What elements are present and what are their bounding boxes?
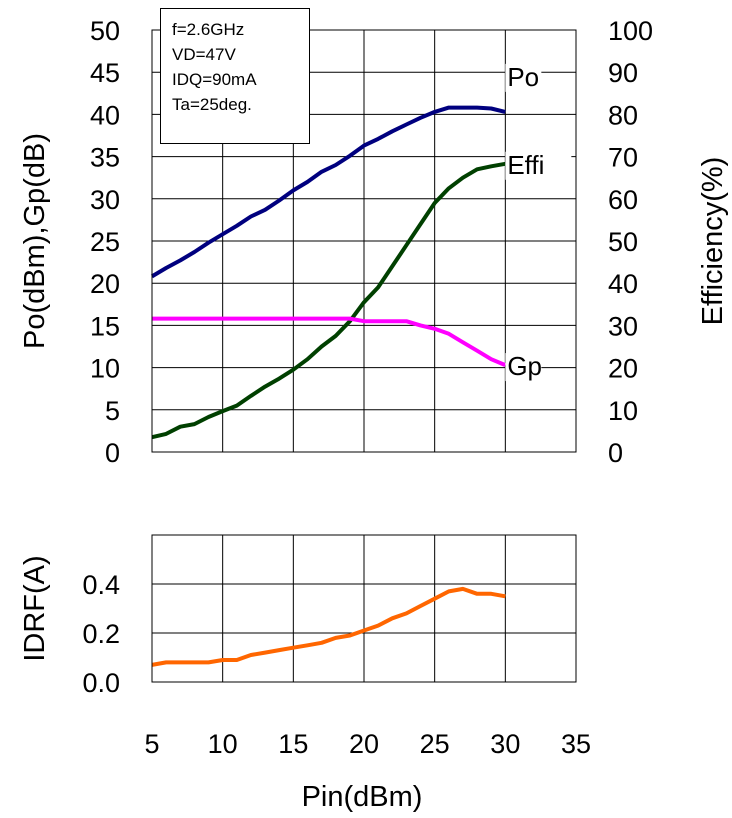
right-tick-label: 90: [608, 58, 638, 88]
bottom-left-tick-label: 0.4: [82, 570, 120, 600]
right-tick-label: 0: [608, 438, 623, 468]
x-tick-label: 5: [144, 729, 159, 759]
condition-frequency: f=2.6GHz: [172, 20, 245, 39]
series-line-idrf: [151, 586, 506, 667]
series-label-effi: Effi: [507, 150, 544, 180]
left-axis-label: Po(dBm),Gp(dB): [19, 133, 51, 349]
left-tick-label: 10: [90, 354, 120, 384]
left-tick-label: 5: [105, 396, 120, 426]
x-tick-label: 30: [490, 729, 520, 759]
right-tick-label: 20: [608, 354, 638, 384]
condition-quiescent-current: IDQ=90mA: [172, 70, 257, 89]
bottom-left-tick-label: 0.0: [82, 668, 120, 698]
condition-temperature: Ta=25deg.: [172, 95, 252, 114]
series-label-gp: Gp: [507, 351, 542, 381]
right-tick-label: 50: [608, 227, 638, 257]
right-axis-label: Efficiency(%): [697, 157, 729, 326]
x-tick-label: 25: [420, 729, 450, 759]
series-line-gp: [152, 316, 507, 367]
x-tick-label: 10: [208, 729, 238, 759]
x-tick-label: 20: [349, 729, 379, 759]
left-tick-label: 0: [105, 438, 120, 468]
series-label-background: [505, 63, 542, 92]
series-label-background: [505, 353, 542, 382]
x-axis-label: Pin(dBm): [302, 781, 423, 813]
left-tick-label: 30: [90, 185, 120, 215]
right-tick-label: 30: [608, 311, 638, 341]
series-line-effi: [151, 161, 506, 440]
series-label-po: Po: [507, 62, 539, 92]
left-tick-label: 50: [90, 16, 120, 46]
left-tick-label: 25: [90, 227, 120, 257]
left-tick-label: 45: [90, 58, 120, 88]
bottom-chart-series: [151, 586, 506, 667]
left-tick-label: 15: [90, 311, 120, 341]
left-tick-label: 35: [90, 143, 120, 173]
condition-drain-voltage: VD=47V: [172, 45, 236, 64]
top-chart-frame: [151, 29, 577, 453]
right-tick-label: 100: [608, 16, 653, 46]
x-tick-label: 35: [561, 729, 591, 759]
bottom-chart-frame: [151, 534, 577, 683]
series-label-background: [505, 151, 572, 180]
right-tick-label: 40: [608, 269, 638, 299]
right-tick-label: 80: [608, 100, 638, 130]
right-tick-label: 10: [608, 396, 638, 426]
series-line-po: [150, 105, 506, 279]
top-chart-series-labels: Po Effi Gp: [505, 62, 572, 382]
top-chart-right-ticks: 0 10 20 30 40 50 60 70 80 90 100: [608, 16, 653, 468]
conditions-box: f=2.6GHz VD=47V IDQ=90mA Ta=25deg.: [160, 8, 310, 144]
top-chart-series: [150, 105, 507, 440]
top-chart-left-ticks: 0 5 10 15 20 25 30 35 40 45 50: [90, 16, 120, 468]
right-tick-label: 70: [608, 143, 638, 173]
bottom-chart-left-ticks: 0.0 0.2 0.4: [82, 570, 120, 698]
bottom-left-axis-label: IDRF(A): [19, 555, 51, 661]
right-tick-label: 60: [608, 185, 638, 215]
left-tick-label: 20: [90, 269, 120, 299]
left-tick-label: 40: [90, 100, 120, 130]
x-tick-label: 15: [278, 729, 308, 759]
bottom-left-tick-label: 0.2: [82, 619, 120, 649]
bottom-chart-x-ticks: 5 10 15 20 25 30 35: [144, 729, 591, 759]
